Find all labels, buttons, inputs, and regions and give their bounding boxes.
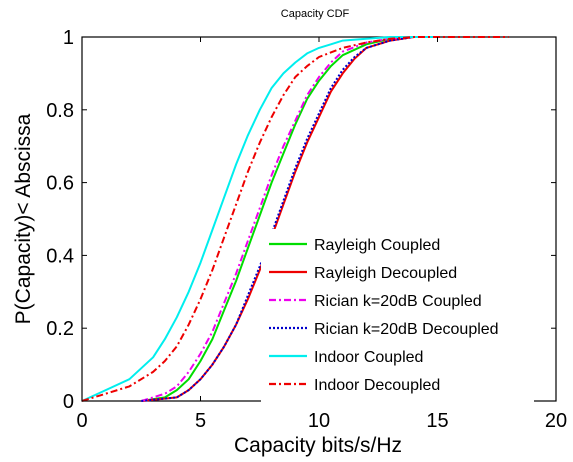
legend-label-2: Rayleigh Decoupled [314, 265, 457, 282]
x-tick-label: 5 [195, 410, 206, 432]
x-tick-label: 10 [308, 410, 330, 432]
legend-label-3: Rician k=20dB Coupled [314, 293, 482, 310]
y-tick-label: 1 [63, 27, 74, 49]
legend-label-6: Indoor Decoupled [314, 377, 440, 394]
series-line-6 [81, 36, 509, 402]
tick-layer: 0 5 10 15 20 0 0.2 0.4 0.6 0.8 1 [46, 27, 567, 432]
legend: Rayleigh Coupled Rayleigh Decoupled Rician… [261, 229, 534, 405]
series-line-1 [141, 36, 438, 402]
series-line-5 [81, 36, 438, 402]
legend-label-1: Rayleigh Coupled [314, 237, 440, 254]
y-tick-label: 0 [63, 391, 74, 413]
legend-label-4: Rician k=20dB Decoupled [314, 321, 499, 338]
y-tick-label: 0.2 [46, 318, 74, 340]
series-line-3 [141, 36, 438, 402]
x-tick-label: 15 [426, 410, 448, 432]
chart-title: Capacity CDF [281, 8, 350, 20]
legend-label-5: Indoor Coupled [314, 349, 423, 366]
x-tick-label: 20 [545, 410, 567, 432]
series-layer [81, 36, 509, 402]
y-tick-label: 0.6 [46, 173, 74, 195]
x-axis-label: Capacity bits/s/Hz [234, 434, 402, 457]
x-tick-label: 0 [76, 410, 87, 432]
y-tick-label: 0.4 [46, 245, 74, 267]
series-line-2 [141, 36, 438, 402]
y-axis-label: P(Capacity)< Abscissa [12, 113, 35, 324]
y-tick-label: 0.8 [46, 100, 74, 122]
legend-box [261, 229, 534, 405]
